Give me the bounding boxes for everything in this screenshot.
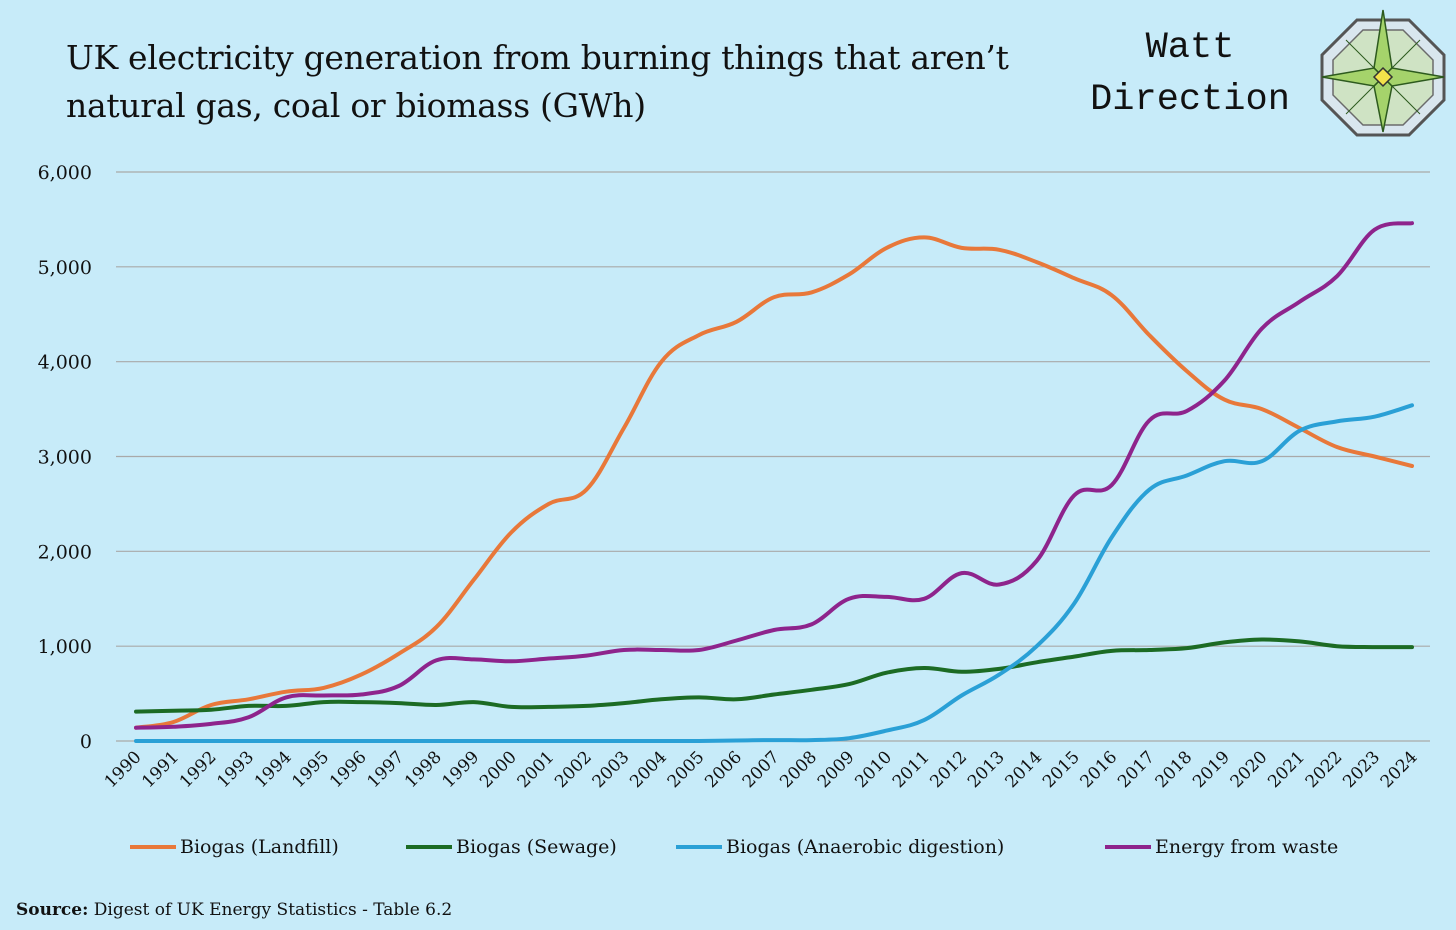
legend: Biogas (Landfill) Biogas (Sewage) Biogas (… (130, 830, 1380, 864)
legend-swatch (130, 845, 176, 849)
legend-item-anaerobic: Biogas (Anaerobic digestion) (676, 830, 1004, 864)
x-tick-label: 1991 (138, 747, 183, 792)
x-tick-label: 2002 (551, 747, 596, 792)
x-tick-label: 1994 (251, 747, 296, 792)
x-tick-label: 2009 (814, 747, 859, 792)
x-tick-label: 2019 (1189, 747, 1234, 792)
series-lines (134, 221, 1414, 744)
x-tick-label: 1996 (326, 747, 371, 792)
x-tick-label: 2011 (889, 747, 934, 792)
legend-swatch (676, 845, 722, 849)
x-tick-label: 2007 (739, 747, 784, 792)
legend-swatch (406, 845, 452, 849)
y-tick-label: 5,000 (38, 257, 92, 279)
brand-name: Watt Direction (1060, 22, 1320, 126)
x-tick-label: 2018 (1152, 747, 1197, 792)
series-line-sewage (134, 637, 1414, 714)
x-tick-label: 2022 (1302, 747, 1347, 792)
x-tick-label: 2005 (664, 747, 709, 792)
chart-title: UK electricity generation from burning t… (66, 38, 1009, 125)
y-tick-label: 0 (80, 731, 92, 753)
x-tick-label: 1995 (288, 747, 333, 792)
x-axis-tick-labels: 1990199119921993199419951996199719981999… (101, 747, 1422, 792)
x-tick-label: 2004 (626, 747, 671, 792)
series-line-anaerobic (134, 403, 1414, 744)
x-tick-label: 1998 (401, 747, 446, 792)
x-tick-label: 2014 (1002, 747, 1047, 792)
x-tick-label: 2012 (926, 747, 971, 792)
x-tick-label: 2006 (701, 747, 746, 792)
brand-line-2: Direction (1090, 79, 1290, 121)
x-tick-label: 2020 (1227, 747, 1272, 792)
y-axis-tick-labels: 0 1,000 2,000 3,000 4,000 5,000 6,000 (38, 162, 92, 753)
x-tick-label: 2023 (1339, 747, 1384, 792)
x-tick-label: 2021 (1264, 747, 1309, 792)
compass-logo-icon (1320, 9, 1446, 137)
x-tick-label: 2001 (514, 747, 559, 792)
x-tick-label: 2008 (776, 747, 821, 792)
x-tick-label: 2024 (1377, 747, 1422, 792)
y-tick-label: 2,000 (38, 541, 92, 563)
gridlines (116, 171, 1430, 742)
legend-label: Energy from waste (1155, 836, 1339, 858)
x-tick-label: 1990 (101, 747, 146, 792)
legend-swatch (1105, 845, 1151, 849)
legend-label: Biogas (Landfill) (180, 836, 339, 858)
legend-label: Biogas (Anaerobic digestion) (726, 836, 1005, 858)
x-tick-label: 2010 (851, 747, 896, 792)
x-tick-label: 1993 (213, 747, 258, 792)
x-tick-label: 2000 (476, 747, 521, 792)
x-tick-label: 2015 (1039, 747, 1084, 792)
x-tick-label: 2003 (589, 747, 634, 792)
y-tick-label: 6,000 (38, 162, 92, 184)
legend-item-waste: Energy from waste (1105, 830, 1338, 864)
x-tick-label: 2016 (1077, 747, 1122, 792)
brand-line-1: Watt (1145, 27, 1235, 69)
x-tick-label: 1992 (176, 747, 221, 792)
series-line-landfill (134, 235, 1414, 730)
legend-item-landfill: Biogas (Landfill) (130, 830, 339, 864)
x-tick-label: 1999 (439, 747, 484, 792)
y-tick-label: 1,000 (38, 636, 92, 658)
x-tick-label: 1997 (364, 747, 409, 792)
legend-label: Biogas (Sewage) (456, 836, 617, 858)
source-label: Source: (16, 900, 89, 920)
series-line-waste (134, 221, 1414, 730)
y-tick-label: 3,000 (38, 447, 92, 469)
legend-item-sewage: Biogas (Sewage) (406, 830, 617, 864)
x-tick-label: 2013 (964, 747, 1009, 792)
source-note: Source: Digest of UK Energy Statistics -… (16, 900, 452, 920)
x-tick-label: 2017 (1114, 747, 1159, 792)
source-text: Digest of UK Energy Statistics - Table 6… (93, 900, 453, 920)
y-tick-label: 4,000 (38, 352, 92, 374)
